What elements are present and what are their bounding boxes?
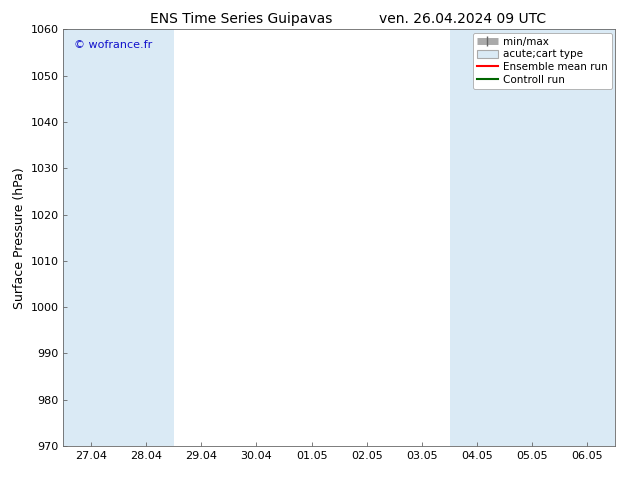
Bar	[63, 29, 119, 446]
Legend: min/max, acute;cart type, Ensemble mean run, Controll run: min/max, acute;cart type, Ensemble mean …	[473, 32, 612, 89]
Bar	[505, 29, 560, 446]
Text: ven. 26.04.2024 09 UTC: ven. 26.04.2024 09 UTC	[379, 12, 547, 26]
Bar	[560, 29, 615, 446]
Text: © wofrance.fr: © wofrance.fr	[74, 40, 153, 50]
Y-axis label: Surface Pressure (hPa): Surface Pressure (hPa)	[13, 167, 26, 309]
Text: ENS Time Series Guipavas: ENS Time Series Guipavas	[150, 12, 332, 26]
Bar	[119, 29, 174, 446]
Bar	[450, 29, 505, 446]
